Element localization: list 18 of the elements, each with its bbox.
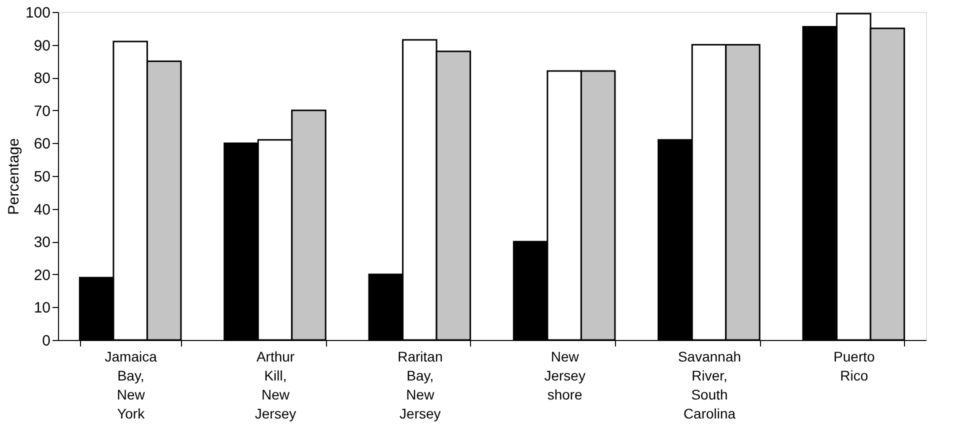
y-tick-label: 60 xyxy=(34,136,50,153)
x-tick-label: Puerto Rico xyxy=(834,348,876,384)
x-tick-label: Jamaica Bay, New York xyxy=(104,348,158,422)
y-tick-label: 80 xyxy=(34,70,50,88)
y-tick-label: 40 xyxy=(34,201,50,218)
y-tick-label: 70 xyxy=(34,102,50,120)
x-tick-label: Raritan Bay, New Jersey xyxy=(398,348,443,422)
y-tick-label: 100 xyxy=(25,4,50,22)
x-tick-label: New Jersey shore xyxy=(544,348,586,402)
x-tick-label: Savannah River, South Carolina xyxy=(678,348,742,422)
y-tick-label: 0 xyxy=(42,332,50,350)
y-axis-title: Percentage xyxy=(5,138,22,215)
y-tick-label: 30 xyxy=(34,234,50,252)
y-tick-label: 10 xyxy=(34,300,50,317)
y-tick-label: 50 xyxy=(34,168,50,186)
x-tick-label: Arthur Kill, New Jersey xyxy=(254,348,296,422)
y-tick-label: 20 xyxy=(34,266,50,284)
y-tick-label: 90 xyxy=(34,37,50,54)
